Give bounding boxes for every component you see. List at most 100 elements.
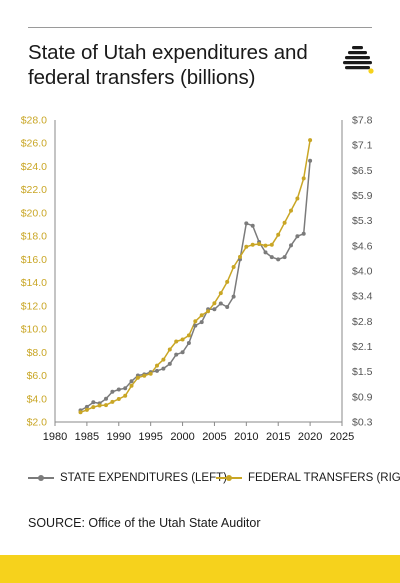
x-tick-label: 2010 (234, 431, 258, 443)
federal-transfers-point (135, 375, 140, 380)
federal-transfers-point (142, 373, 147, 378)
right-tick-label: $2.8 (352, 316, 373, 328)
federal-transfers-point (129, 383, 134, 388)
right-tick-label: $4.6 (352, 240, 373, 252)
federal-transfers-point (269, 242, 274, 247)
right-tick-label: $4.0 (352, 266, 373, 278)
state-expenditures-point (225, 305, 230, 309)
x-tick-label: 2025 (330, 431, 354, 443)
state-expenditures-point (276, 257, 281, 262)
right-tick-label: $0.9 (352, 391, 373, 403)
state-expenditures-point (244, 221, 249, 226)
left-tick-label: $2.0 (27, 417, 48, 429)
state-expenditures-line (80, 160, 311, 412)
state-expenditures-point (155, 368, 159, 373)
federal-transfers-point (155, 363, 159, 368)
federal-transfers-point (91, 405, 96, 410)
federal-transfers-point (110, 399, 115, 404)
federal-transfers-point (257, 242, 262, 246)
federal-transfers-point (238, 254, 242, 259)
x-tick-label: 1980 (43, 431, 67, 443)
federal-transfers-line (80, 139, 311, 414)
right-tick-label: $7.1 (352, 140, 373, 152)
left-tick-label: $20.0 (21, 207, 47, 219)
federal-transfers-point (174, 339, 179, 344)
legend-swatch-state (28, 473, 54, 483)
federal-transfers-point (301, 176, 306, 181)
federal-transfers-point (206, 309, 211, 314)
federal-transfers-point (104, 403, 108, 408)
state-expenditures-point (129, 379, 134, 384)
x-tick-label: 1995 (138, 431, 162, 443)
state-expenditures-point (218, 301, 223, 306)
right-tick-label: $5.3 (352, 215, 373, 227)
state-expenditures-point (91, 400, 96, 405)
accent-bar (0, 555, 400, 583)
state-expenditures-point (282, 255, 287, 260)
right-tick-label: $2.1 (352, 341, 373, 353)
federal-transfers-point (84, 407, 89, 412)
federal-transfers-point (116, 397, 121, 401)
federal-transfers-point (167, 347, 172, 352)
state-expenditures-point (289, 243, 293, 248)
federal-transfers-point (250, 242, 255, 247)
left-tick-label: $4.0 (27, 393, 48, 405)
left-tick-label: $8.0 (27, 347, 48, 359)
federal-transfers-point (97, 403, 102, 408)
state-expenditures-point (104, 396, 108, 401)
federal-transfers-point (161, 357, 166, 362)
x-tick-label: 2015 (266, 431, 290, 443)
federal-transfers-point (263, 243, 268, 248)
left-tick-label: $28.0 (21, 115, 47, 127)
federal-transfers-point (231, 265, 236, 269)
federal-transfers-point (225, 279, 230, 284)
state-expenditures-point (263, 250, 268, 255)
federal-transfers-point (148, 371, 153, 376)
x-tick-label: 2005 (202, 431, 226, 443)
right-tick-label: $1.5 (352, 366, 373, 378)
federal-transfers-point (193, 319, 198, 324)
right-tick-label: $7.8 (352, 115, 373, 127)
federal-transfers-point (199, 313, 204, 318)
chart-title: State of Utah expenditures and federal t… (28, 41, 308, 89)
series-points (78, 138, 313, 415)
left-tick-label: $10.0 (21, 324, 47, 336)
state-expenditures-point (301, 231, 306, 236)
left-tick-label: $16.0 (21, 254, 47, 266)
state-expenditures-point (180, 350, 185, 355)
state-expenditures-point (199, 320, 204, 325)
state-expenditures-point (193, 323, 198, 328)
state-expenditures-point (212, 307, 217, 312)
left-tick-label: $14.0 (21, 277, 47, 289)
legend-swatch-federal (216, 473, 242, 483)
x-tick-label: 2000 (170, 431, 194, 443)
federal-transfers-point (276, 232, 281, 237)
federal-transfers-point (282, 220, 287, 225)
state-expenditures-point (174, 352, 179, 357)
federal-transfers-point (289, 208, 293, 213)
chart-axes (54, 120, 343, 423)
state-expenditures-point (308, 158, 313, 163)
right-axis-ticks: $0.3 $0.9 $1.5 $2.1 $2.8 $3.4 $4.0 $4.6 $5.3 $5.9… (352, 115, 373, 429)
state-expenditures-point (186, 341, 191, 345)
series-lines (80, 139, 311, 414)
state-expenditures-point (295, 234, 300, 239)
state-expenditures-point (250, 223, 255, 228)
state-expenditures-point (161, 366, 166, 371)
state-expenditures-point (116, 387, 121, 392)
legend-label-federal: FEDERAL TRANSFERS (RIGHT) (248, 472, 400, 484)
federal-transfers-point (212, 301, 217, 306)
state-expenditures-point (167, 361, 172, 366)
right-tick-label: $3.4 (352, 291, 373, 303)
state-expenditures-point (269, 255, 274, 260)
x-tick-label: 2020 (298, 431, 322, 443)
federal-transfers-point (123, 393, 128, 398)
right-tick-label: $6.5 (352, 165, 373, 177)
state-expenditures-point (123, 386, 128, 391)
state-expenditures-point (231, 294, 236, 299)
state-expenditures-point (84, 404, 89, 409)
x-tick-label: 1990 (107, 431, 131, 443)
right-tick-label: $0.3 (352, 417, 373, 429)
left-tick-label: $12.0 (21, 300, 47, 312)
legend: STATE EXPENDITURES (LEFT) FEDERAL TRANSF… (28, 472, 400, 492)
